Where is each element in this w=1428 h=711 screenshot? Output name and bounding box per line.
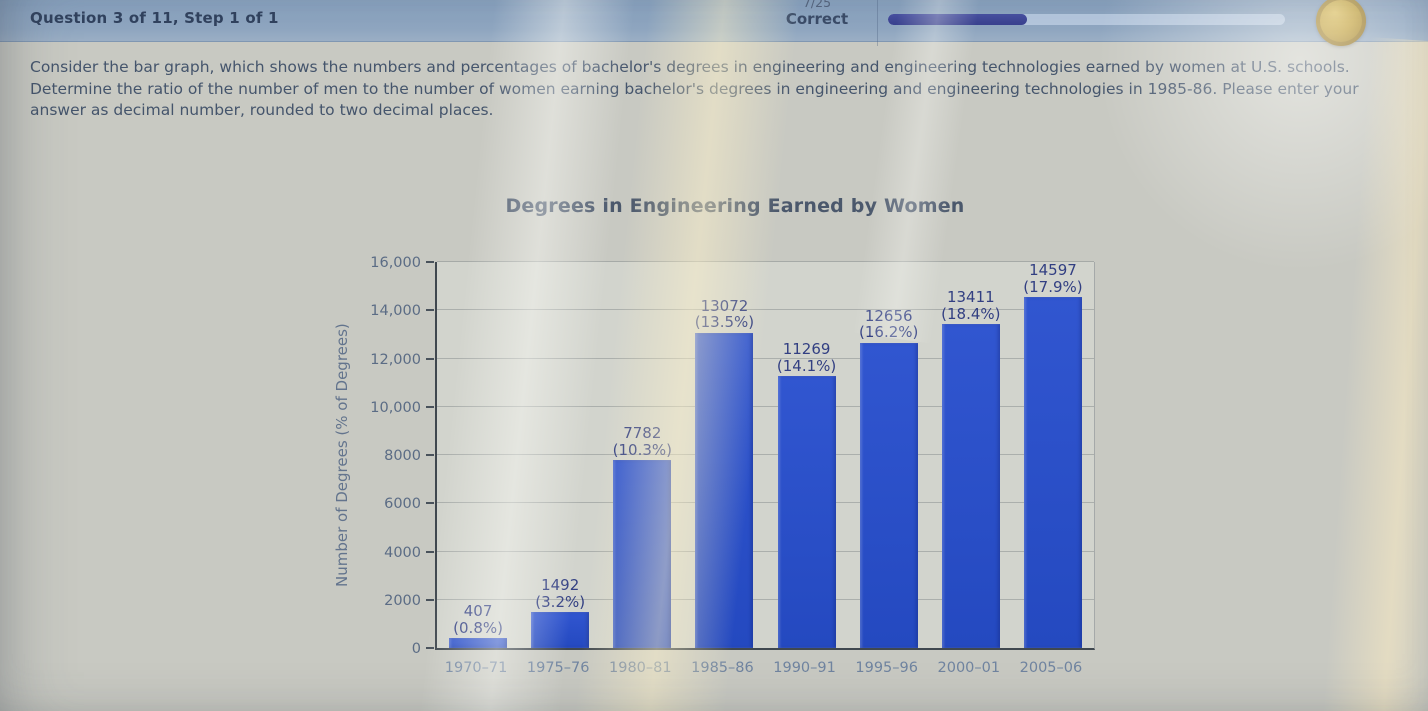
y-tick-label: 4000 <box>384 544 421 561</box>
progress-bar-fill <box>888 14 1027 25</box>
bar-slot: 14597 (17.9%) <box>1012 262 1094 648</box>
x-tick-label: 1990–91 <box>773 660 836 676</box>
bar-slot: 11269 (14.1%) <box>766 262 848 648</box>
bar-value-label: 7782 (10.3%) <box>612 424 672 459</box>
glare-streak <box>1320 37 1428 711</box>
y-tick-mark <box>426 357 434 360</box>
bar-slot: 12656 (16.2%) <box>848 262 930 648</box>
progress-bar <box>888 14 1285 25</box>
bars-row: 407 (0.8%) 1492 (3.2%) 7782 (10.3%) 13072 (13.5… <box>437 262 1094 648</box>
y-tick-label: 16,000 <box>370 255 421 271</box>
score-value: 7/25 <box>802 0 832 10</box>
x-tick-label: 1975–76 <box>526 660 590 676</box>
x-tick-label: 2000–01 <box>937 660 1001 676</box>
y-tick-label: 8000 <box>384 448 421 464</box>
chart-title: Degrees in Engineering Earned by Women <box>505 195 965 217</box>
bar-slot: 1492 (3.2%) <box>519 262 601 648</box>
x-tick-label: 1970–71 <box>444 660 508 676</box>
score-label: Correct <box>785 10 849 28</box>
bar <box>531 612 590 648</box>
bar <box>859 342 918 648</box>
bar-value-label: 407 (0.8%) <box>453 602 503 637</box>
bar-slot: 407 (0.8%) <box>437 262 519 648</box>
gridline <box>437 405 1094 407</box>
glare-highlight <box>1080 0 1428 290</box>
gridline <box>437 309 1094 311</box>
bar-slot: 7782 (10.3%) <box>601 262 683 648</box>
question-progress-label: Question 3 of 11, Step 1 of 1 <box>30 9 279 27</box>
y-axis-ticks: 0 2000 4000 6000 8000 10,000 12,000 14,000 16,00… <box>340 255 435 657</box>
gridline <box>437 454 1094 455</box>
gridline <box>437 550 1094 552</box>
y-tick-label: 0 <box>411 641 421 657</box>
bar <box>613 460 672 648</box>
y-tick-label: 6000 <box>384 496 421 513</box>
y-tick-mark <box>426 502 434 505</box>
gridline <box>437 357 1094 359</box>
y-tick-mark <box>426 598 434 601</box>
y-tick-mark <box>426 309 434 312</box>
bar-value-label: 1492 (3.2%) <box>535 576 586 611</box>
y-tick-label: 2000 <box>384 592 421 609</box>
gridline <box>437 598 1094 600</box>
coin-badge-icon <box>1316 0 1366 46</box>
gridline <box>437 261 1094 262</box>
bar <box>941 324 1000 648</box>
y-tick-mark <box>426 454 434 456</box>
bar-value-label: 13411 (18.4%) <box>941 288 1001 323</box>
bar-slot: 13072 (13.5%) <box>683 262 765 648</box>
x-axis-labels: 1970–71 1975–76 1980–81 1985–86 1990–91 1995–… <box>435 660 1092 676</box>
y-tick-mark <box>426 405 434 408</box>
bar <box>1023 297 1082 648</box>
y-tick-label: 12,000 <box>370 351 421 368</box>
x-tick-label: 1980–81 <box>609 660 672 676</box>
bar <box>695 332 754 648</box>
y-tick-mark <box>426 550 434 553</box>
bar-value-label: 13072 (13.5%) <box>694 296 755 332</box>
plot-area: 407 (0.8%) 1492 (3.2%) 7782 (10.3%) 13072 (13.5… <box>435 261 1095 650</box>
bar-value-label: 14597 (17.9%) <box>1023 261 1083 296</box>
y-tick-mark <box>426 647 434 649</box>
bar <box>777 376 836 648</box>
y-tick-label: 14,000 <box>370 303 421 320</box>
quiz-header: Question 3 of 11, Step 1 of 1 7/25 Corre… <box>0 0 1428 46</box>
bar-slot: 13411 (18.4%) <box>930 262 1012 648</box>
gridline <box>437 502 1094 504</box>
x-tick-label: 1985–86 <box>691 660 754 676</box>
bar <box>449 638 508 648</box>
x-tick-label: 2005–06 <box>1019 660 1083 676</box>
question-text: Consider the bar graph, which shows the … <box>30 58 1359 119</box>
header-divider <box>877 0 878 46</box>
score-block: 7/25 Correct <box>762 0 872 29</box>
bar-value-label: 12656 (16.2%) <box>859 306 919 342</box>
y-tick-label: 10,000 <box>370 399 421 416</box>
y-tick-mark <box>426 261 434 263</box>
x-tick-label: 1995–96 <box>855 660 918 676</box>
bar-value-label: 11269 (14.1%) <box>776 340 837 375</box>
